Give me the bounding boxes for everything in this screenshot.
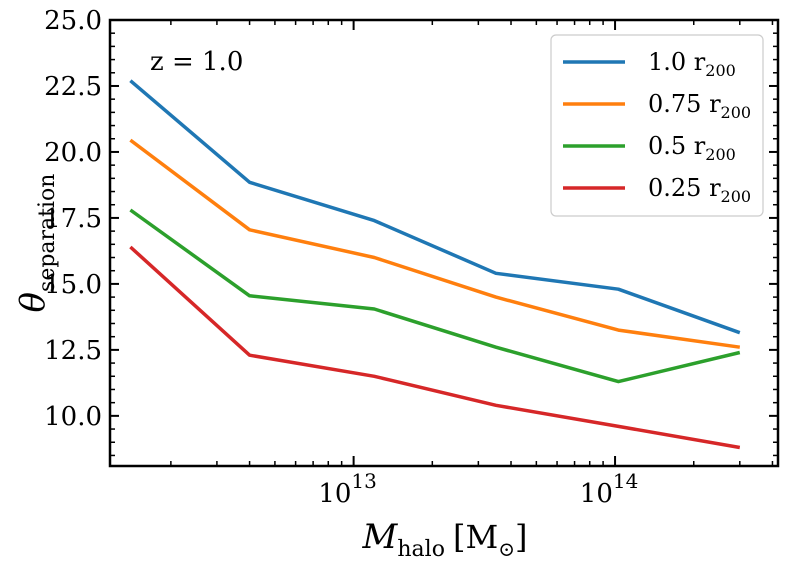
x-axis-symbol: M [362,517,399,557]
y-tick-label: 20.0 [44,138,102,168]
y-axis-title: θseparation [13,174,60,313]
legend-label: 0.25 r200 [648,174,751,206]
series-lines [129,79,741,450]
y-axis-symbol: θ [13,292,53,312]
x-axis-subscript: halo [397,537,445,562]
legend-label-main: 0.5 r [648,132,706,160]
redshift-annotation: z = 1.0 [150,47,243,77]
axis-ticks [110,19,778,466]
legend-label-main: 1.0 r [648,48,706,76]
y-tick-label: 25.0 [44,6,102,36]
legend-label: 0.75 r200 [648,90,751,122]
x-tick-labels: 1013 1014 [318,469,638,509]
series-line [129,245,741,450]
legend-label-sub: 200 [705,145,736,164]
x-tick-label: 1013 [318,469,377,509]
legend-label: 1.0 r200 [648,48,736,80]
legend-label-sub: 200 [721,187,752,206]
y-tick-label: 15.0 [44,270,102,300]
series-line [129,138,741,349]
legend-box [550,34,764,217]
y-tick-label: 22.5 [44,72,102,102]
x-axis-title: Mhalo [M⊙] [362,517,528,562]
series-line [129,208,741,384]
legend-label-main: 0.25 r [648,174,721,202]
x-axis-unit-close: ] [515,518,527,556]
x-tick-base: 10 [318,479,351,509]
x-axis-unit-sub: ⊙ [498,537,515,561]
series-line [129,79,741,335]
x-tick-exponent: 14 [613,469,638,493]
y-axis-subscript: separation [35,174,60,292]
plot-frame [108,18,780,468]
x-tick-base: 10 [580,479,613,509]
legend-label-main: 0.75 r [648,90,721,118]
x-tick-exponent: 13 [351,469,376,493]
y-tick-label: 17.5 [44,204,102,234]
y-tick-labels: 10.0 12.5 15.0 17.5 20.0 22.5 25.0 [44,6,102,432]
x-axis-unit: [M [453,518,498,556]
y-tick-label: 10.0 [44,402,102,432]
legend-label-sub: 200 [705,61,736,80]
legend-label: 0.5 r200 [648,132,736,164]
legend-label-sub: 200 [721,103,752,122]
x-tick-label: 1014 [580,469,639,509]
y-tick-label: 12.5 [44,336,102,366]
